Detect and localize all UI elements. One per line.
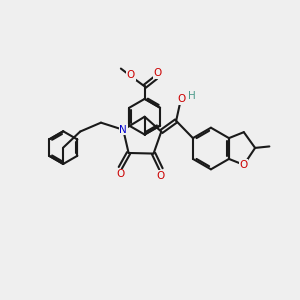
Text: N: N [119, 125, 127, 135]
Text: O: O [157, 171, 165, 181]
Text: H: H [188, 91, 196, 101]
Text: O: O [127, 70, 135, 80]
Text: O: O [240, 160, 248, 170]
Text: O: O [116, 169, 124, 179]
Text: O: O [153, 68, 162, 78]
Text: O: O [177, 94, 185, 104]
